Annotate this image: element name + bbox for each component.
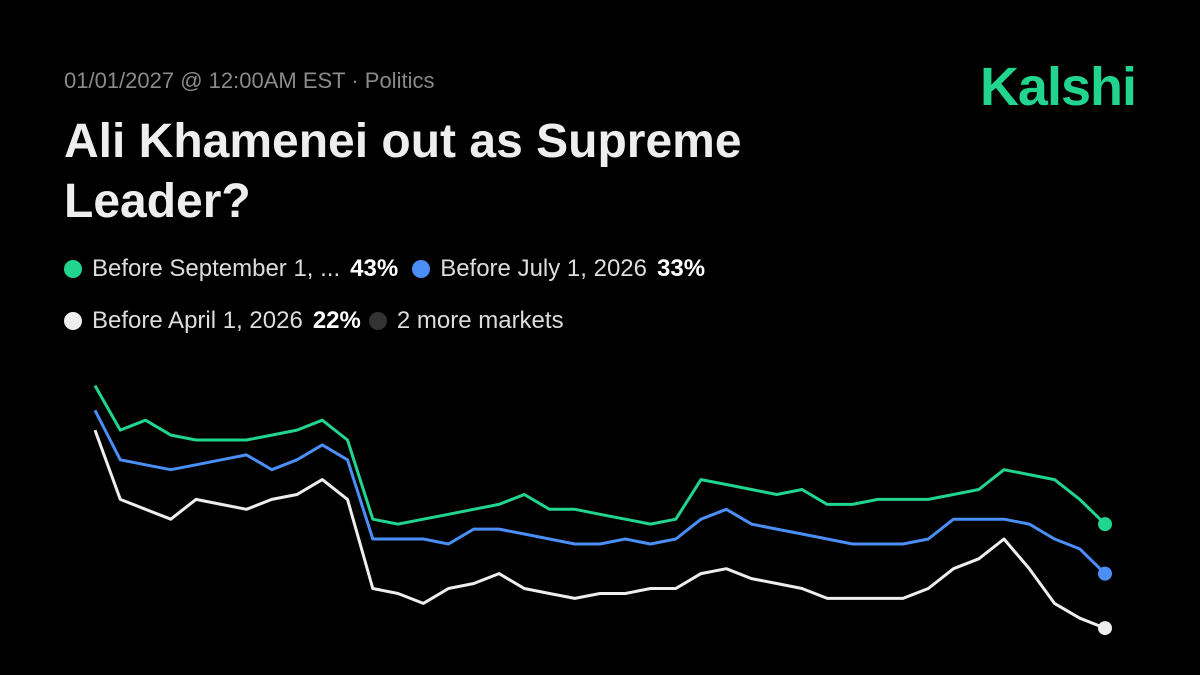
series-line [93, 409, 1107, 575]
legend-item: Before September 1, ... 43% [64, 252, 398, 286]
legend: Before September 1, ... 43% Before July 1,… [64, 252, 864, 338]
legend-label: 2 more markets [396, 307, 564, 334]
legend-label: Before July 1, 2026 [440, 255, 647, 282]
legend-item: Before April 1, 2026 22% [64, 304, 361, 338]
legend-value: 22% [312, 307, 361, 334]
legend-value: 43% [350, 255, 399, 282]
market-title: Ali Khamenei out as Supreme Leader? [64, 115, 742, 228]
end-dot [1098, 621, 1112, 636]
legend-dot [64, 312, 82, 330]
market-meta: 01/01/2027 @ 12:00AM EST · Politics [64, 68, 435, 93]
series-line [93, 429, 1106, 630]
legend-item: Before July 1, 2026 33% [412, 252, 705, 286]
legend-dot [412, 260, 431, 278]
legend-dot [368, 312, 387, 330]
legend-label: Before September 1, ... [92, 255, 341, 282]
brand-logo: Kalshi [979, 57, 1137, 117]
legend-item: 2 more markets [368, 304, 564, 338]
end-dot [1098, 566, 1112, 581]
legend-dot [64, 260, 82, 278]
legend-value: 33% [657, 255, 706, 282]
series-line [93, 384, 1107, 526]
legend-label: Before April 1, 2026 [92, 307, 303, 334]
end-dot [1098, 517, 1112, 532]
